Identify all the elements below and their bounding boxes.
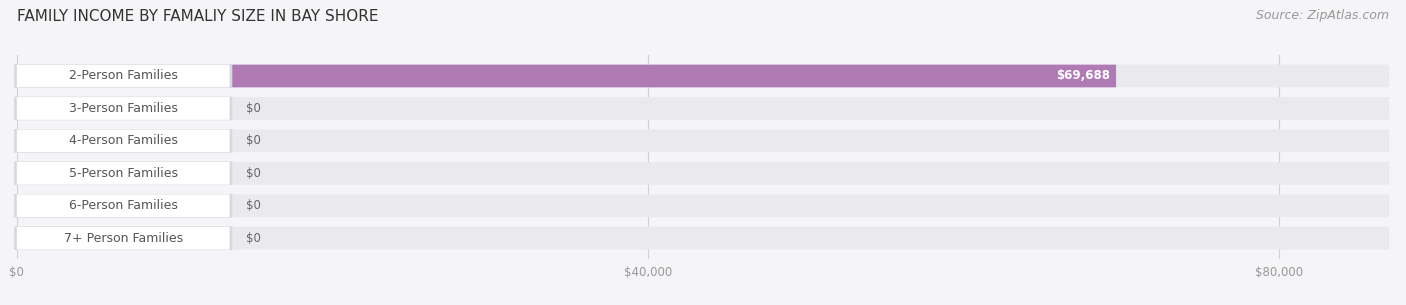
FancyBboxPatch shape [17,194,1389,217]
FancyBboxPatch shape [14,64,232,88]
Text: 5-Person Families: 5-Person Families [69,167,177,180]
FancyBboxPatch shape [14,161,232,185]
Text: $0: $0 [246,199,262,212]
FancyBboxPatch shape [17,130,229,152]
FancyBboxPatch shape [17,194,229,217]
FancyBboxPatch shape [17,227,229,249]
FancyBboxPatch shape [17,162,1389,185]
FancyBboxPatch shape [17,194,229,217]
FancyBboxPatch shape [17,162,229,185]
FancyBboxPatch shape [17,130,229,152]
FancyBboxPatch shape [17,97,229,120]
Text: 3-Person Families: 3-Person Families [69,102,177,115]
Text: Source: ZipAtlas.com: Source: ZipAtlas.com [1256,9,1389,22]
FancyBboxPatch shape [14,226,232,250]
FancyBboxPatch shape [17,130,1389,152]
FancyBboxPatch shape [17,97,1389,120]
Text: $0: $0 [246,232,262,245]
Text: $0: $0 [246,135,262,147]
FancyBboxPatch shape [17,227,1389,249]
FancyBboxPatch shape [14,194,232,217]
FancyBboxPatch shape [17,65,229,87]
FancyBboxPatch shape [17,97,229,120]
Text: $0: $0 [246,102,262,115]
Text: 4-Person Families: 4-Person Families [69,135,177,147]
Text: 7+ Person Families: 7+ Person Families [63,232,183,245]
FancyBboxPatch shape [14,129,232,153]
Text: FAMILY INCOME BY FAMALIY SIZE IN BAY SHORE: FAMILY INCOME BY FAMALIY SIZE IN BAY SHO… [17,9,378,24]
Text: 6-Person Families: 6-Person Families [69,199,177,212]
FancyBboxPatch shape [17,162,229,185]
FancyBboxPatch shape [17,65,1389,87]
FancyBboxPatch shape [17,65,1116,87]
Text: $69,688: $69,688 [1056,70,1111,82]
Text: 2-Person Families: 2-Person Families [69,70,177,82]
FancyBboxPatch shape [14,97,232,120]
FancyBboxPatch shape [17,227,229,249]
Text: $0: $0 [246,167,262,180]
